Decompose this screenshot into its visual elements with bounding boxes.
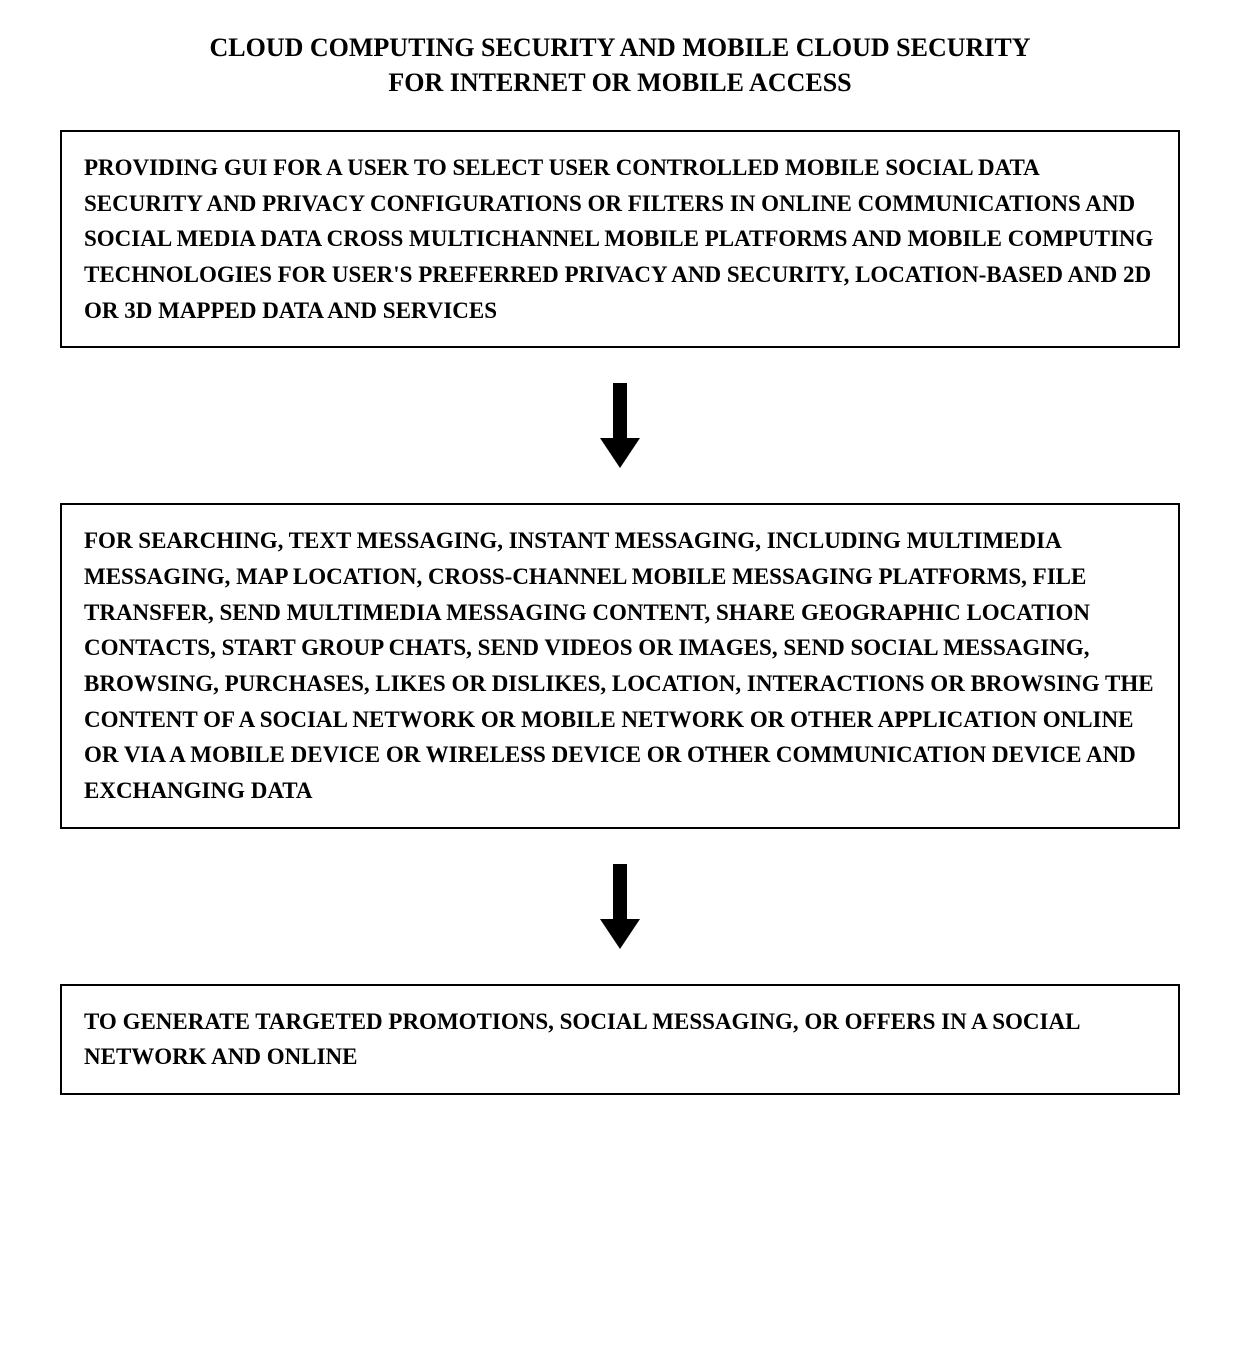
flowchart-box-1: PROVIDING GUI FOR A USER TO SELECT USER … [60,130,1180,348]
title-line-2: FOR INTERNET OR MOBILE ACCESS [120,65,1120,100]
flowchart-box-2: FOR SEARCHING, TEXT MESSAGING, INSTANT M… [60,503,1180,828]
box-2-text: FOR SEARCHING, TEXT MESSAGING, INSTANT M… [84,528,1154,802]
title-line-1: CLOUD COMPUTING SECURITY AND MOBILE CLOU… [120,30,1120,65]
arrow-1 [60,348,1180,503]
arrow-down-icon [600,383,640,468]
flowchart-box-3: TO GENERATE TARGETED PROMOTIONS, SOCIAL … [60,984,1180,1095]
box-1-text: PROVIDING GUI FOR A USER TO SELECT USER … [84,155,1153,323]
box-3-text: TO GENERATE TARGETED PROMOTIONS, SOCIAL … [84,1009,1079,1070]
arrow-down-icon [600,864,640,949]
diagram-title: CLOUD COMPUTING SECURITY AND MOBILE CLOU… [120,30,1120,100]
arrow-2 [60,829,1180,984]
